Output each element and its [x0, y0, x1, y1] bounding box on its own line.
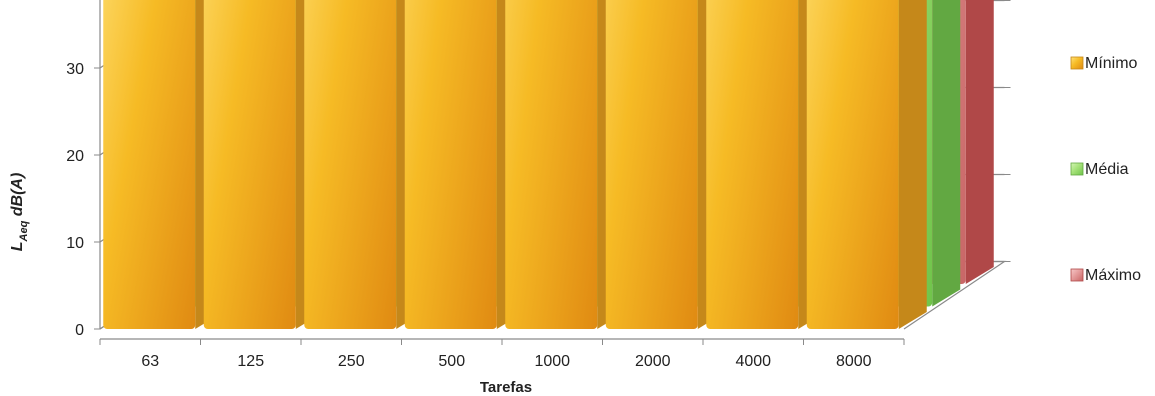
x-axis-title: Tarefas [480, 379, 532, 396]
x-tick-label: 63 [141, 353, 159, 370]
legend-swatch [1070, 162, 1084, 176]
legend-label: Mínimo [1085, 55, 1138, 72]
x-tick-label: 500 [438, 353, 465, 370]
bar [806, 0, 927, 329]
legend-swatch [1070, 268, 1084, 282]
x-tick-label: 4000 [735, 353, 771, 370]
y-tick-label: 20 [66, 148, 84, 165]
bars [103, 0, 994, 329]
y-axis-title: LAeq dB(A) [9, 173, 30, 252]
legend-item: Média [1070, 161, 1129, 178]
legend-item: Máximo [1070, 267, 1141, 284]
x-tick-label: 8000 [836, 353, 872, 370]
x-tick-label: 250 [338, 353, 365, 370]
legend: Mínimo Média Máximo [1070, 55, 1141, 284]
legend-swatch [1070, 56, 1084, 70]
legend-label: Máximo [1085, 267, 1141, 284]
x-tick-label: 2000 [635, 353, 671, 370]
legend-label: Média [1085, 161, 1129, 178]
y-tick-label: 30 [66, 61, 84, 78]
x-tick-label: 125 [237, 353, 264, 370]
y-tick-label: 10 [66, 235, 84, 252]
axes: 0102030405060708090100110631252505001000… [66, 0, 905, 370]
legend-item: Mínimo [1070, 55, 1138, 72]
y-tick-label: 0 [75, 322, 84, 339]
x-tick-label: 1000 [534, 353, 570, 370]
